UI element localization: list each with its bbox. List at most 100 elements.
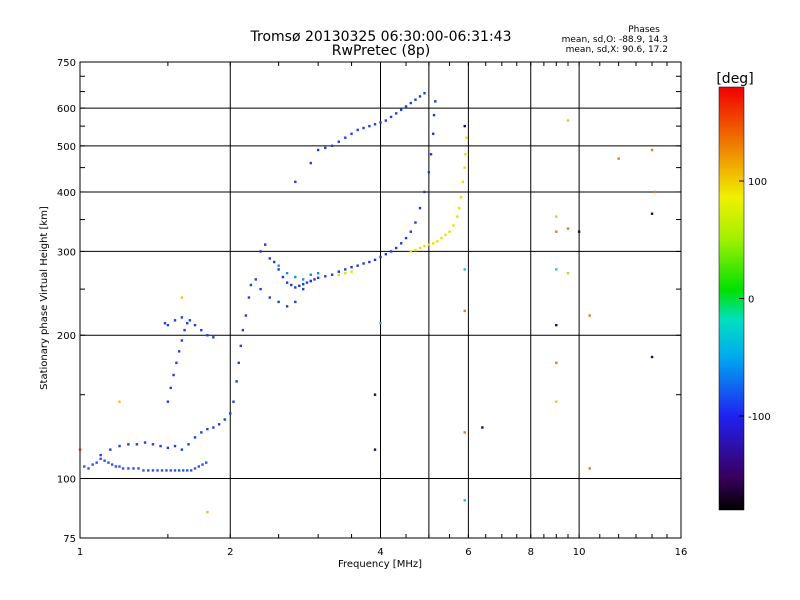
data-point bbox=[294, 286, 297, 289]
data-point bbox=[444, 233, 447, 237]
data-point bbox=[169, 386, 172, 390]
data-point bbox=[78, 448, 82, 451]
data-point bbox=[427, 243, 431, 246]
data-point bbox=[273, 260, 276, 264]
data-point bbox=[414, 248, 417, 252]
data-point bbox=[423, 244, 426, 248]
data-point bbox=[147, 469, 150, 472]
x-tick-label: 16 bbox=[675, 547, 688, 558]
data-point bbox=[555, 323, 558, 327]
data-point bbox=[463, 431, 466, 434]
axis-ticks bbox=[79, 61, 682, 539]
data-point bbox=[156, 469, 159, 472]
data-point bbox=[650, 212, 654, 215]
data-point bbox=[384, 252, 388, 256]
data-point bbox=[285, 272, 289, 275]
data-point bbox=[481, 426, 484, 429]
data-point bbox=[285, 305, 289, 308]
data-point bbox=[650, 355, 654, 359]
data-point bbox=[172, 373, 175, 377]
data-point bbox=[344, 272, 347, 275]
data-point bbox=[177, 469, 181, 472]
data-point bbox=[650, 148, 654, 152]
data-point bbox=[368, 260, 371, 264]
y-tick-label: 400 bbox=[57, 188, 76, 199]
y-tick-label: 75 bbox=[63, 534, 76, 545]
y-tick-labels: 75 100 200 300 400 500 600 750 bbox=[57, 58, 76, 545]
data-point bbox=[301, 278, 305, 281]
data-point bbox=[135, 443, 139, 446]
data-point bbox=[461, 180, 465, 184]
data-point bbox=[356, 264, 359, 267]
data-point bbox=[464, 153, 467, 156]
data-point bbox=[324, 275, 327, 278]
data-point bbox=[414, 98, 417, 101]
data-point bbox=[87, 467, 90, 470]
data-point bbox=[91, 463, 94, 466]
data-point bbox=[448, 230, 451, 233]
data-point bbox=[177, 350, 181, 353]
data-point bbox=[173, 469, 177, 472]
data-point bbox=[175, 361, 178, 365]
data-point bbox=[232, 400, 235, 403]
data-point bbox=[463, 166, 466, 169]
data-point bbox=[180, 448, 184, 451]
data-point bbox=[182, 469, 185, 472]
data-point bbox=[206, 510, 209, 514]
data-point bbox=[309, 279, 312, 283]
data-point bbox=[373, 393, 377, 396]
data-point bbox=[368, 124, 371, 128]
data-point bbox=[456, 215, 459, 218]
data-point bbox=[373, 448, 377, 451]
data-point bbox=[151, 443, 155, 446]
data-point bbox=[588, 467, 591, 470]
data-point bbox=[235, 380, 238, 383]
data-point bbox=[212, 336, 215, 339]
data-point bbox=[566, 272, 570, 275]
data-point bbox=[110, 463, 114, 466]
data-point bbox=[418, 95, 422, 98]
y-axis-label: Stationary phase Virtual Height [km] bbox=[39, 206, 50, 390]
data-point bbox=[268, 257, 271, 260]
data-point bbox=[350, 132, 353, 135]
data-point bbox=[83, 465, 86, 468]
data-point bbox=[394, 246, 398, 250]
data-point bbox=[188, 319, 192, 322]
x-tick-label: 4 bbox=[377, 547, 383, 558]
data-point bbox=[163, 321, 167, 325]
data-point bbox=[143, 441, 147, 444]
data-point bbox=[362, 126, 365, 130]
data-point bbox=[373, 258, 377, 262]
data-point bbox=[429, 153, 433, 156]
y-tick-label: 750 bbox=[57, 58, 76, 69]
data-point bbox=[127, 443, 130, 446]
data-point bbox=[264, 243, 267, 246]
phases-x-stats: mean, sd,X: 90.6, 17.2 bbox=[566, 45, 668, 55]
data-point bbox=[294, 180, 297, 184]
data-point bbox=[193, 467, 197, 470]
data-point bbox=[229, 412, 232, 415]
data-point bbox=[186, 469, 189, 472]
chart-subtitle: RwPretec (8p) bbox=[332, 43, 430, 59]
data-point bbox=[389, 250, 393, 253]
data-point bbox=[316, 276, 320, 280]
data-point bbox=[309, 273, 312, 276]
data-point bbox=[566, 227, 570, 230]
data-point bbox=[463, 124, 466, 128]
data-point bbox=[330, 273, 334, 276]
data-point bbox=[566, 119, 570, 122]
y-tick-label: 600 bbox=[57, 104, 76, 115]
data-point bbox=[399, 108, 403, 112]
data-point bbox=[107, 461, 110, 464]
x-tick-label: 2 bbox=[227, 547, 233, 558]
data-point bbox=[186, 321, 189, 325]
data-point bbox=[127, 467, 130, 470]
data-point bbox=[555, 268, 558, 271]
data-point bbox=[193, 323, 197, 327]
data-point bbox=[423, 91, 426, 95]
data-point bbox=[200, 328, 203, 332]
data-point bbox=[337, 273, 341, 276]
data-point bbox=[294, 275, 297, 279]
data-point bbox=[217, 423, 221, 426]
data-point bbox=[432, 113, 436, 117]
